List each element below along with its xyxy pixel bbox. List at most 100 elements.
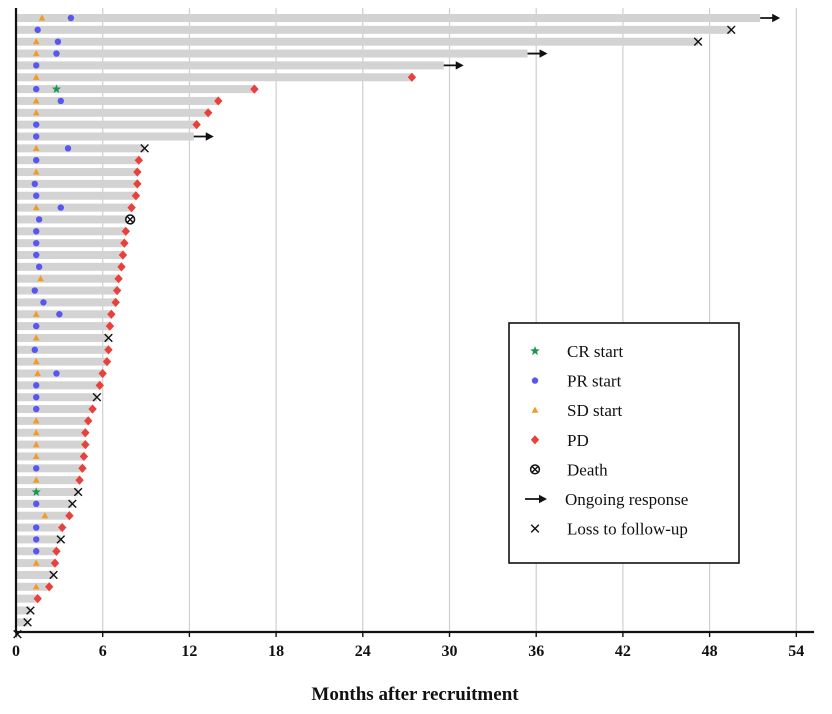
loss-to-follow-up-marker [73,487,83,497]
pd-legend-icon [530,435,540,445]
legend-label: SD start [567,401,623,420]
pr-start-marker [33,536,40,543]
patient-bar [16,73,412,82]
pr-start-marker [33,228,40,235]
patient-bar [16,96,219,105]
pr-start-marker [33,548,40,555]
patient-bar [16,464,83,473]
loss-to-follow-up-marker [92,392,102,402]
legend-item-death: Death [529,460,608,479]
pd-marker [107,309,116,319]
patient-bar [16,61,444,70]
pr-start-marker [35,216,43,223]
pd-marker [75,475,84,485]
pd-marker [112,285,122,296]
sd-start-marker [34,369,41,377]
patient-bar [16,251,123,259]
patient-bar [16,476,80,485]
patient-bar [16,381,100,390]
sd-start-marker [32,334,40,341]
legend-item-sd: SD start [531,401,623,420]
legend-label: Ongoing response [565,490,688,509]
death-marker [125,214,136,225]
x-tick-label: 42 [615,643,631,660]
loss-to-follow-up-marker [23,618,32,627]
pd-marker [121,226,131,236]
pr-start-marker [31,346,38,353]
pr-start-marker [67,14,75,22]
sd-start-marker [32,109,40,116]
patient-bar [16,499,73,508]
pr-start-marker [53,370,60,377]
pd-marker [250,84,259,94]
patient-bar [16,333,109,342]
pr-start-marker [33,251,40,259]
x-tick-label: 18 [268,643,284,660]
sd-start-marker [32,144,40,151]
patient-bar [16,14,761,22]
patient-bar [16,405,93,414]
patient-bar [16,428,86,437]
ongoing-response-arrow [760,13,781,23]
patient-bar [16,120,197,129]
x-tick-label: 48 [702,643,718,660]
pd-marker [134,155,144,165]
sd-start-marker [32,49,40,57]
pr-start-marker [33,465,40,472]
pr-start-marker [33,157,40,164]
pd-marker [88,404,97,414]
pr-start-marker [31,180,38,188]
sd-legend-icon [531,406,539,413]
patient-bar [16,132,194,141]
pd-marker [105,321,115,331]
patient-bar [16,286,118,295]
patient-bar [16,262,122,271]
pr-start-marker [33,192,40,199]
x-tick-label: 54 [788,643,804,660]
pr-start-marker [33,239,40,247]
x-tick-label: 30 [442,643,458,660]
patient-bar [16,144,145,153]
loss-to-follow-up-marker [140,144,149,153]
pd-marker [117,262,126,272]
pd-marker [131,191,141,201]
patient-bar [16,274,119,283]
pr-start-marker [33,121,40,128]
patient-bar [16,239,125,248]
legend-label: Death [567,460,608,479]
pr-legend-icon [531,377,539,384]
sd-start-marker [32,583,40,590]
patient-bar [16,215,131,224]
patient-bar [16,594,38,603]
pd-marker [95,380,105,390]
patient-bar [16,156,139,165]
sd-start-marker [32,38,40,45]
x-tick-label: 36 [528,643,544,660]
pr-start-marker [33,382,40,389]
loss-to-follow-up-marker [49,570,58,580]
sd-start-marker [32,168,40,175]
legend-label: PD [567,431,589,450]
pd-marker [120,238,129,248]
pr-start-marker [34,26,41,34]
patient-bar [16,452,84,461]
sd-start-marker [32,358,40,365]
legend-label: PR start [567,372,622,391]
legend: CR start PR start SD start PD Death Ongoing r… [508,322,740,564]
patient-bar [16,37,699,46]
pd-marker [407,72,417,82]
sd-start-marker [32,417,40,424]
pr-start-marker [35,263,43,271]
legend-label: CR start [567,342,623,361]
pd-marker [78,463,87,473]
pr-start-marker [33,405,40,413]
sd-start-marker [32,310,40,317]
pd-marker [98,368,107,379]
sd-start-marker [32,204,40,211]
ongoing-response-arrow [443,61,464,70]
pr-start-marker [40,299,47,306]
pd-marker [104,345,113,355]
ongoing-legend-icon [525,494,547,504]
loss-to-follow-up-marker [56,535,66,544]
